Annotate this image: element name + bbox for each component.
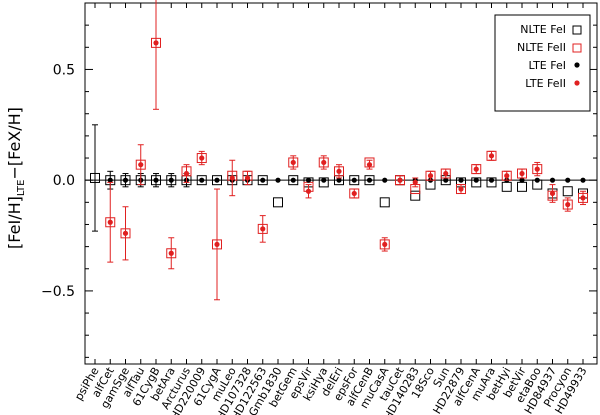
y-axis-title-sub: LTE [16, 180, 27, 197]
legend-box [494, 14, 591, 112]
lte-fei-point [275, 177, 281, 183]
lte-feii-point [199, 155, 205, 161]
legend-marker-lte-fei [574, 62, 580, 68]
nlte-fei-point [349, 175, 360, 186]
lte-feii-point [260, 226, 266, 232]
y-axis-title-text: [FeI/H]LTE−[FeX/H] [5, 107, 27, 249]
legend-marker-lte-feii [574, 80, 580, 86]
lte-fei-point [534, 177, 540, 183]
lte-fei-point [290, 177, 296, 183]
y-tick-label: 0.5 [53, 62, 75, 78]
lte-fei-point [336, 177, 342, 183]
lte-fei-point [473, 177, 479, 183]
lte-feii-point [321, 159, 327, 166]
lte-feii-point [229, 175, 235, 181]
lte-feii-point [122, 230, 129, 236]
lte-feii-point [305, 188, 312, 194]
lte-fei-point [321, 177, 327, 183]
lte-fei-point [122, 177, 129, 183]
lte-feii-point [351, 190, 357, 197]
nlte-fei-point [517, 181, 527, 192]
lte-fei-point [580, 177, 586, 183]
legend-label-lte-feii: LTE FeII [525, 77, 566, 90]
lte-fei-point [519, 177, 525, 183]
nlte-fei-point [273, 197, 283, 208]
nlte-fei-point [196, 175, 207, 186]
legend-label-lte-fei: LTE FeI [528, 59, 566, 72]
nlte-fei-point [166, 175, 177, 186]
lte-feii-point [549, 190, 556, 197]
marks-layer [90, 0, 588, 301]
lte-feii-point [183, 170, 190, 177]
lte-fei-point [214, 177, 220, 183]
lte-feii-point [565, 201, 571, 208]
nlte-fei-point [90, 172, 100, 183]
lte-feii-point [168, 250, 174, 256]
lte-feii-point [153, 40, 159, 46]
nlte-fei-point [120, 175, 131, 186]
lte-fei-point [443, 177, 449, 183]
legend: NLTE FeI NLTE FeII LTE FeI LTE FeII [494, 14, 591, 112]
lte-feii-point [427, 173, 434, 179]
lte-feii-point [214, 241, 220, 248]
nlte-fei-point [288, 175, 299, 186]
y-tick-label: −0.5 [41, 284, 75, 300]
nlte-fei-point [257, 175, 268, 186]
legend-label-nlte-feii: NLTE FeII [517, 41, 566, 54]
nlte-fei-point [410, 190, 421, 201]
lte-feii-point [488, 153, 495, 159]
lte-fei-point [549, 177, 556, 183]
lte-fei-point [153, 177, 159, 183]
nlte-fei-point [212, 175, 222, 186]
lte-feii-point [580, 195, 586, 201]
lte-feii-point [412, 179, 418, 185]
legend-marker-nlte-feii [572, 43, 582, 53]
lte-feii-point [443, 170, 449, 177]
legend-marker-nlte-fei [572, 25, 582, 35]
lte-feii-point [534, 166, 540, 172]
lte-fei-point [382, 177, 388, 183]
y-tick-label: 0.0 [53, 173, 75, 189]
y-axis-title-part1: [FeI/H] [5, 196, 24, 249]
lte-fei-point [366, 177, 373, 183]
lte-feii-point [290, 159, 296, 166]
lte-feii-point [366, 162, 373, 168]
y-tick-labels: 0.5 0.0 −0.5 [41, 62, 75, 299]
lte-feii-point [382, 241, 388, 248]
plot-frame [84, 2, 598, 365]
lte-fei-point [168, 177, 174, 183]
lte-feii-point [473, 166, 479, 172]
nlte-fei-point [379, 197, 390, 208]
lte-fei-point [488, 177, 495, 183]
lte-fei-point [458, 177, 464, 183]
lte-feii-point [397, 177, 403, 183]
lte-feii-point [107, 219, 113, 225]
category-labels: psiPhealfCetgamSgealfTau61CygBbetAraArct… [72, 364, 589, 415]
lte-feii-point [458, 186, 464, 192]
lte-fei-point [565, 177, 571, 183]
lte-feii-point [244, 175, 251, 181]
lte-feii-point [519, 170, 525, 177]
lte-feii-point [138, 162, 144, 168]
nlte-fei-point [151, 175, 161, 186]
nlte-fei-point [501, 181, 512, 192]
lte-fei-point [260, 177, 266, 183]
y-axis-title-part2: −[FeX/H] [5, 107, 24, 179]
nlte-fei-point [364, 175, 375, 186]
lte-fei-point [199, 177, 205, 183]
lte-fei-point [305, 177, 312, 183]
y-axis-title: [FeI/H]LTE−[FeX/H] [5, 107, 27, 249]
lte-fei-point [351, 177, 357, 183]
lte-feii-point [504, 173, 510, 179]
nlte-fei-point [562, 186, 573, 197]
legend-label-nlte-fei: NLTE FeI [520, 23, 566, 36]
lte-feii-point [336, 168, 342, 174]
lte-fei-point [107, 177, 113, 183]
